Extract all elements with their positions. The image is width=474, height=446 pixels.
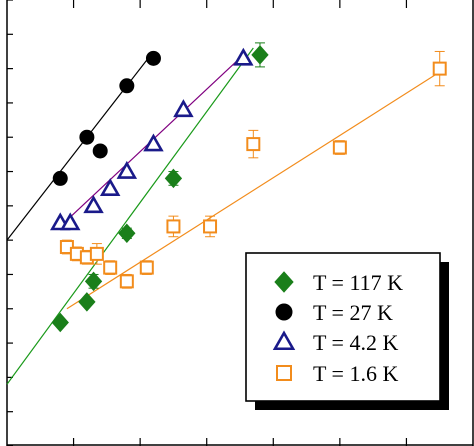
- axes-layer: [6, 0, 474, 446]
- data-point-triangle: [143, 133, 164, 152]
- data-point-triangle: [83, 195, 104, 214]
- data-point-square: [203, 219, 218, 234]
- legend-label: T = 1.6 K: [313, 361, 398, 386]
- data-point-diamond: [164, 168, 183, 189]
- data-point-square: [89, 246, 104, 261]
- legend: T = 117 K T = 27 K T = 4.2 K T = 1.6 K: [245, 252, 449, 410]
- legend-items: T = 117 K T = 27 K T = 4.2 K T = 1.6 K: [272, 270, 403, 386]
- data-point-triangle: [60, 212, 81, 231]
- legend-marker-circle: [275, 303, 293, 321]
- data-point-circle: [79, 129, 95, 145]
- data-point-square: [432, 61, 447, 76]
- data-point-square: [246, 137, 261, 152]
- data-point-diamond: [118, 223, 136, 244]
- data-point-circle: [119, 78, 135, 94]
- legend-marker-diamond: [274, 271, 294, 293]
- legend-marker-square: [276, 365, 292, 381]
- data-point-square: [166, 219, 181, 234]
- data-point-diamond: [78, 292, 96, 312]
- legend-label: T = 4.2 K: [313, 330, 398, 355]
- data-point-square: [103, 260, 118, 275]
- data-point-circle: [52, 170, 68, 186]
- data-point-triangle: [116, 160, 138, 179]
- data-point-diamond: [51, 312, 69, 333]
- data-point-triangle: [99, 178, 121, 196]
- fit-line-series-0: [6, 47, 254, 385]
- data-points: [50, 45, 447, 333]
- data-point-diamond: [84, 271, 103, 292]
- legend-label: T = 27 K: [313, 300, 393, 325]
- fit-line-series-3: [66, 71, 441, 310]
- data-point-circle: [145, 50, 161, 66]
- data-point-circle: [92, 143, 108, 159]
- data-point-triangle: [173, 99, 194, 118]
- legend-label: T = 117 K: [313, 270, 403, 295]
- data-point-square: [332, 140, 347, 155]
- data-point-square: [119, 274, 134, 289]
- data-point-diamond: [251, 45, 269, 65]
- data-point-triangle: [233, 47, 254, 66]
- legend-marker-triangle: [272, 330, 296, 351]
- data-point-square: [139, 260, 154, 275]
